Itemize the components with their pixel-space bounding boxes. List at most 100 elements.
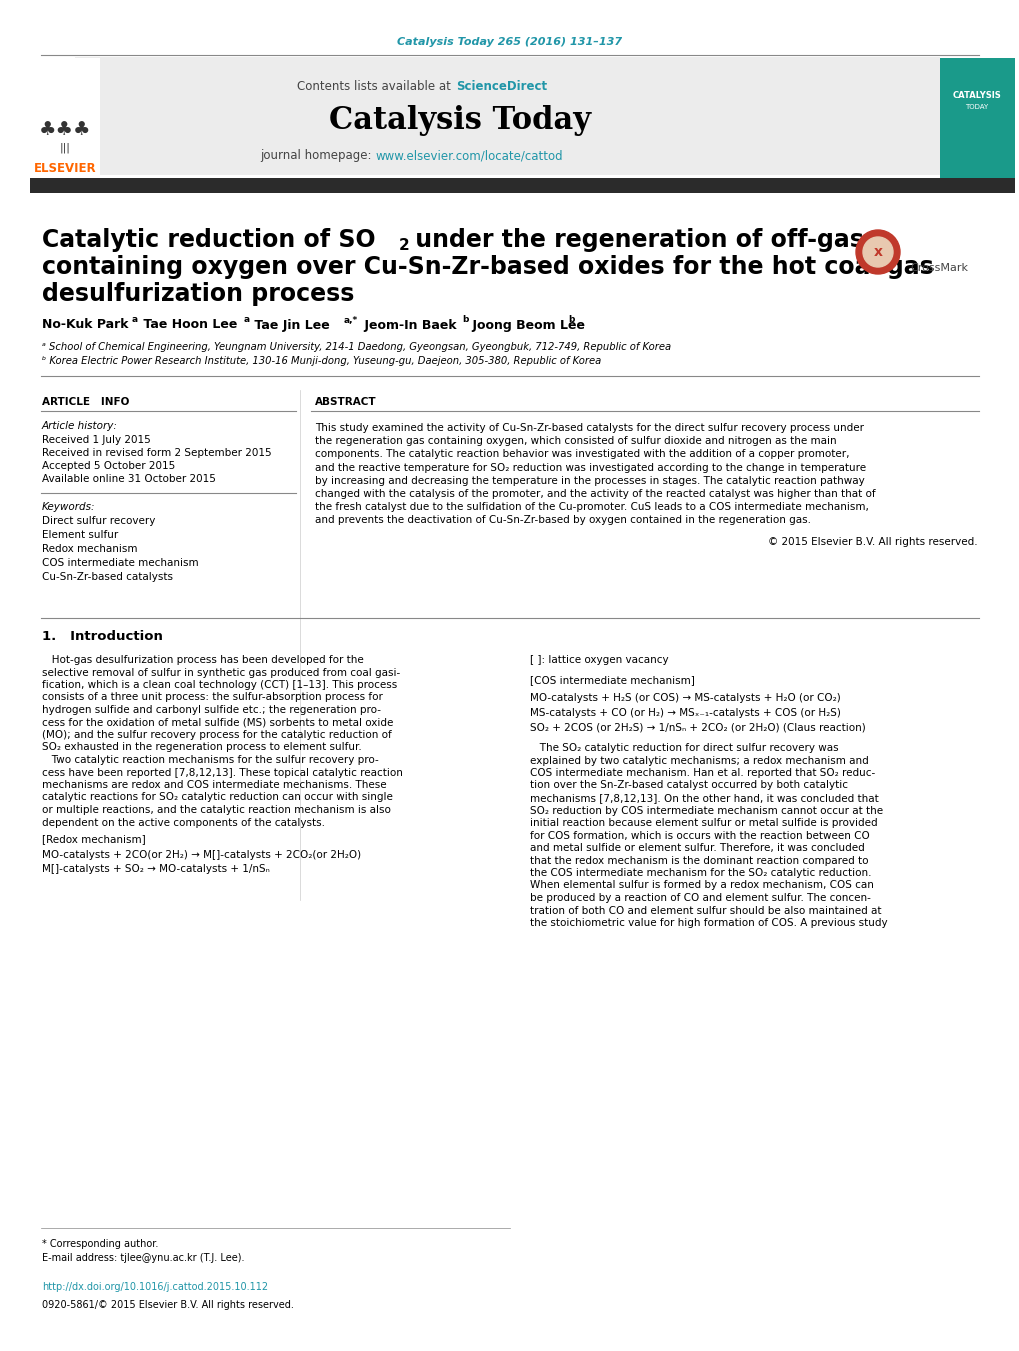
Text: tion over the Sn-Zr-based catalyst occurred by both catalytic: tion over the Sn-Zr-based catalyst occur…	[530, 781, 847, 790]
Text: Received 1 July 2015: Received 1 July 2015	[42, 435, 151, 444]
Text: components. The catalytic reaction behavior was investigated with the addition o: components. The catalytic reaction behav…	[315, 450, 849, 459]
FancyBboxPatch shape	[75, 57, 940, 176]
Text: TODAY: TODAY	[964, 104, 987, 109]
Text: mechanisms [7,8,12,13]. On the other hand, it was concluded that: mechanisms [7,8,12,13]. On the other han…	[530, 793, 878, 802]
Text: Contents lists available at: Contents lists available at	[298, 81, 454, 93]
Text: MO-catalysts + 2CO(or 2H₂) → M[]-catalysts + 2CO₂(or 2H₂O): MO-catalysts + 2CO(or 2H₂) → M[]-catalys…	[42, 850, 361, 861]
Text: E-mail address: tjlee@ynu.ac.kr (T.J. Lee).: E-mail address: tjlee@ynu.ac.kr (T.J. Le…	[42, 1252, 245, 1263]
Text: ScienceDirect: ScienceDirect	[455, 81, 546, 93]
Text: a: a	[131, 316, 138, 324]
Text: under the regeneration of off-gas: under the regeneration of off-gas	[407, 228, 863, 253]
Text: Accepted 5 October 2015: Accepted 5 October 2015	[42, 461, 175, 471]
Text: b: b	[568, 316, 574, 324]
Text: Received in revised form 2 September 2015: Received in revised form 2 September 201…	[42, 449, 271, 458]
Text: and the reactive temperature for SO₂ reduction was investigated according to the: and the reactive temperature for SO₂ red…	[315, 462, 865, 473]
Text: © 2015 Elsevier B.V. All rights reserved.: © 2015 Elsevier B.V. All rights reserved…	[767, 536, 977, 547]
Text: a,*: a,*	[343, 316, 358, 324]
Text: the fresh catalyst due to the sulfidation of the Cu-promoter. CuS leads to a COS: the fresh catalyst due to the sulfidatio…	[315, 503, 868, 512]
Text: When elemental sulfur is formed by a redox mechanism, COS can: When elemental sulfur is formed by a red…	[530, 881, 873, 890]
FancyBboxPatch shape	[940, 58, 1014, 178]
Text: fication, which is a clean coal technology (CCT) [1–13]. This process: fication, which is a clean coal technolo…	[42, 680, 396, 690]
Text: Redox mechanism: Redox mechanism	[42, 544, 138, 554]
Text: ♣♣♣: ♣♣♣	[39, 120, 91, 139]
Text: |||: |||	[59, 143, 70, 153]
Text: 2: 2	[398, 239, 410, 254]
Text: catalytic reactions for SO₂ catalytic reduction can occur with single: catalytic reactions for SO₂ catalytic re…	[42, 793, 392, 802]
Text: ᵃ School of Chemical Engineering, Yeungnam University, 214-1 Daedong, Gyeongsan,: ᵃ School of Chemical Engineering, Yeungn…	[42, 342, 671, 353]
Text: for COS formation, which is occurs with the reaction between CO: for COS formation, which is occurs with …	[530, 831, 869, 840]
Text: www.elsevier.com/locate/cattod: www.elsevier.com/locate/cattod	[376, 150, 564, 162]
Text: Jeom-In Baek: Jeom-In Baek	[360, 319, 457, 331]
Text: be produced by a reaction of CO and element sulfur. The concen-: be produced by a reaction of CO and elem…	[530, 893, 870, 902]
Text: * Corresponding author.: * Corresponding author.	[42, 1239, 158, 1250]
Text: No-Kuk Park: No-Kuk Park	[42, 319, 128, 331]
Text: and metal sulfide or element sulfur. Therefore, it was concluded: and metal sulfide or element sulfur. The…	[530, 843, 864, 852]
Text: This study examined the activity of Cu-Sn-Zr-based catalysts for the direct sulf: This study examined the activity of Cu-S…	[315, 423, 863, 434]
Text: tration of both CO and element sulfur should be also maintained at: tration of both CO and element sulfur sh…	[530, 905, 880, 916]
Text: Joong Beom Lee: Joong Beom Lee	[468, 319, 585, 331]
Text: containing oxygen over Cu-Sn-Zr-based oxides for the hot coal gas: containing oxygen over Cu-Sn-Zr-based ox…	[42, 255, 932, 280]
Text: desulfurization process: desulfurization process	[42, 282, 354, 305]
Text: SO₂ + 2COS (or 2H₂S) → 1/nSₙ + 2CO₂ (or 2H₂O) (Claus reaction): SO₂ + 2COS (or 2H₂S) → 1/nSₙ + 2CO₂ (or …	[530, 723, 865, 734]
Text: 0920-5861/© 2015 Elsevier B.V. All rights reserved.: 0920-5861/© 2015 Elsevier B.V. All right…	[42, 1300, 293, 1310]
Text: COS intermediate mechanism. Han et al. reported that SO₂ reduc-: COS intermediate mechanism. Han et al. r…	[530, 767, 874, 778]
Text: MS-catalysts + CO (or H₂) → MSₓ₋₁-catalysts + COS (or H₂S): MS-catalysts + CO (or H₂) → MSₓ₋₁-cataly…	[530, 708, 840, 717]
Text: The SO₂ catalytic reduction for direct sulfur recovery was: The SO₂ catalytic reduction for direct s…	[530, 743, 838, 753]
Text: CATALYSIS: CATALYSIS	[952, 91, 1001, 100]
FancyBboxPatch shape	[30, 58, 100, 178]
Text: a: a	[244, 316, 250, 324]
Circle shape	[855, 230, 899, 274]
Text: Tae Hoon Lee: Tae Hoon Lee	[139, 319, 237, 331]
Text: Element sulfur: Element sulfur	[42, 530, 118, 540]
Text: SO₂ reduction by COS intermediate mechanism cannot occur at the: SO₂ reduction by COS intermediate mechan…	[530, 805, 882, 816]
Text: selective removal of sulfur in synthetic gas produced from coal gasi-: selective removal of sulfur in synthetic…	[42, 667, 399, 677]
Text: Hot-gas desulfurization process has been developed for the: Hot-gas desulfurization process has been…	[42, 655, 364, 665]
Text: changed with the catalysis of the promoter, and the activity of the reacted cata: changed with the catalysis of the promot…	[315, 489, 874, 499]
Text: cess have been reported [7,8,12,13]. These topical catalytic reaction: cess have been reported [7,8,12,13]. The…	[42, 767, 403, 777]
Text: b: b	[462, 316, 468, 324]
Text: or multiple reactions, and the catalytic reaction mechanism is also: or multiple reactions, and the catalytic…	[42, 805, 390, 815]
Text: ᵇ Korea Electric Power Research Institute, 130-16 Munji-dong, Yuseung-gu, Daejeo: ᵇ Korea Electric Power Research Institut…	[42, 357, 600, 366]
Text: Cu-Sn-Zr-based catalysts: Cu-Sn-Zr-based catalysts	[42, 571, 173, 582]
Text: ELSEVIER: ELSEVIER	[34, 162, 96, 174]
Text: dependent on the active components of the catalysts.: dependent on the active components of th…	[42, 817, 325, 828]
Text: cess for the oxidation of metal sulfide (MS) sorbents to metal oxide: cess for the oxidation of metal sulfide …	[42, 717, 393, 727]
Text: ABSTRACT: ABSTRACT	[315, 397, 376, 407]
Text: the COS intermediate mechanism for the SO₂ catalytic reduction.: the COS intermediate mechanism for the S…	[530, 867, 870, 878]
Text: [COS intermediate mechanism]: [COS intermediate mechanism]	[530, 676, 694, 685]
Text: (MO); and the sulfur recovery process for the catalytic reduction of: (MO); and the sulfur recovery process fo…	[42, 730, 391, 740]
Text: [ ]: lattice oxygen vacancy: [ ]: lattice oxygen vacancy	[530, 655, 668, 665]
Circle shape	[862, 236, 892, 267]
Text: ARTICLE   INFO: ARTICLE INFO	[42, 397, 129, 407]
Text: Catalytic reduction of SO: Catalytic reduction of SO	[42, 228, 375, 253]
Text: and prevents the deactivation of Cu-Sn-Zr-based by oxygen contained in the regen: and prevents the deactivation of Cu-Sn-Z…	[315, 515, 810, 526]
Text: Available online 31 October 2015: Available online 31 October 2015	[42, 474, 216, 484]
Text: CrossMark: CrossMark	[909, 263, 967, 273]
Text: journal homepage:: journal homepage:	[260, 150, 375, 162]
Text: Tae Jin Lee: Tae Jin Lee	[250, 319, 329, 331]
Text: mechanisms are redox and COS intermediate mechanisms. These: mechanisms are redox and COS intermediat…	[42, 780, 386, 790]
Text: SO₂ exhausted in the regeneration process to element sulfur.: SO₂ exhausted in the regeneration proces…	[42, 743, 362, 753]
Text: the stoichiometric value for high formation of COS. A previous study: the stoichiometric value for high format…	[530, 917, 887, 928]
Text: Catalysis Today 265 (2016) 131–137: Catalysis Today 265 (2016) 131–137	[397, 36, 622, 47]
Text: [Redox mechanism]: [Redox mechanism]	[42, 834, 146, 844]
Text: x: x	[872, 245, 881, 259]
Text: COS intermediate mechanism: COS intermediate mechanism	[42, 558, 199, 567]
Text: http://dx.doi.org/10.1016/j.cattod.2015.10.112: http://dx.doi.org/10.1016/j.cattod.2015.…	[42, 1282, 268, 1292]
Text: by increasing and decreasing the temperature in the processes in stages. The cat: by increasing and decreasing the tempera…	[315, 476, 864, 486]
FancyBboxPatch shape	[30, 178, 1014, 193]
Text: hydrogen sulfide and carbonyl sulfide etc.; the regeneration pro-: hydrogen sulfide and carbonyl sulfide et…	[42, 705, 381, 715]
Text: Two catalytic reaction mechanisms for the sulfur recovery pro-: Two catalytic reaction mechanisms for th…	[42, 755, 378, 765]
Text: explained by two catalytic mechanisms; a redox mechanism and: explained by two catalytic mechanisms; a…	[530, 755, 868, 766]
Text: the regeneration gas containing oxygen, which consisted of sulfur dioxide and ni: the regeneration gas containing oxygen, …	[315, 436, 836, 446]
Text: M[]-catalysts + SO₂ → MO-catalysts + 1/nSₙ: M[]-catalysts + SO₂ → MO-catalysts + 1/n…	[42, 865, 269, 874]
Text: initial reaction because element sulfur or metal sulfide is provided: initial reaction because element sulfur …	[530, 817, 876, 828]
Text: consists of a three unit process: the sulfur-absorption process for: consists of a three unit process: the su…	[42, 693, 382, 703]
Text: MO-catalysts + H₂S (or COS) → MS-catalysts + H₂O (or CO₂): MO-catalysts + H₂S (or COS) → MS-catalys…	[530, 693, 840, 703]
Text: Direct sulfur recovery: Direct sulfur recovery	[42, 516, 155, 526]
Text: 1.   Introduction: 1. Introduction	[42, 631, 163, 643]
Text: Article history:: Article history:	[42, 422, 118, 431]
Text: Catalysis Today: Catalysis Today	[329, 104, 590, 135]
Text: Keywords:: Keywords:	[42, 503, 96, 512]
Text: that the redox mechanism is the dominant reaction compared to: that the redox mechanism is the dominant…	[530, 855, 867, 866]
